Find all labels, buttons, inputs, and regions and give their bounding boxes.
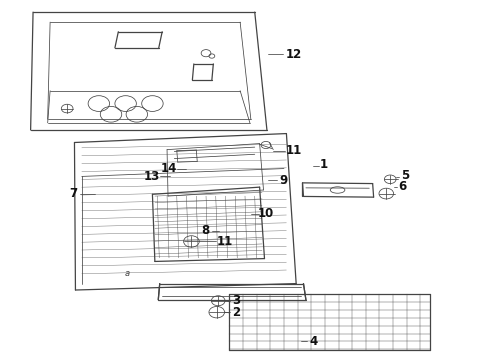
Text: 11: 11	[217, 235, 233, 248]
Text: 9: 9	[279, 174, 287, 186]
Text: 1: 1	[320, 158, 328, 171]
Text: 2: 2	[232, 306, 240, 319]
Text: 13: 13	[144, 170, 160, 183]
Text: a: a	[124, 269, 130, 278]
Text: 14: 14	[161, 162, 177, 175]
Text: 12: 12	[286, 48, 302, 61]
Text: 8: 8	[201, 224, 209, 237]
Text: 6: 6	[398, 180, 406, 193]
Text: 4: 4	[309, 335, 318, 348]
Text: 7: 7	[70, 187, 77, 200]
Text: 3: 3	[232, 294, 240, 307]
Text: 11: 11	[286, 144, 302, 157]
Text: 10: 10	[257, 207, 273, 220]
Text: 5: 5	[401, 169, 409, 182]
